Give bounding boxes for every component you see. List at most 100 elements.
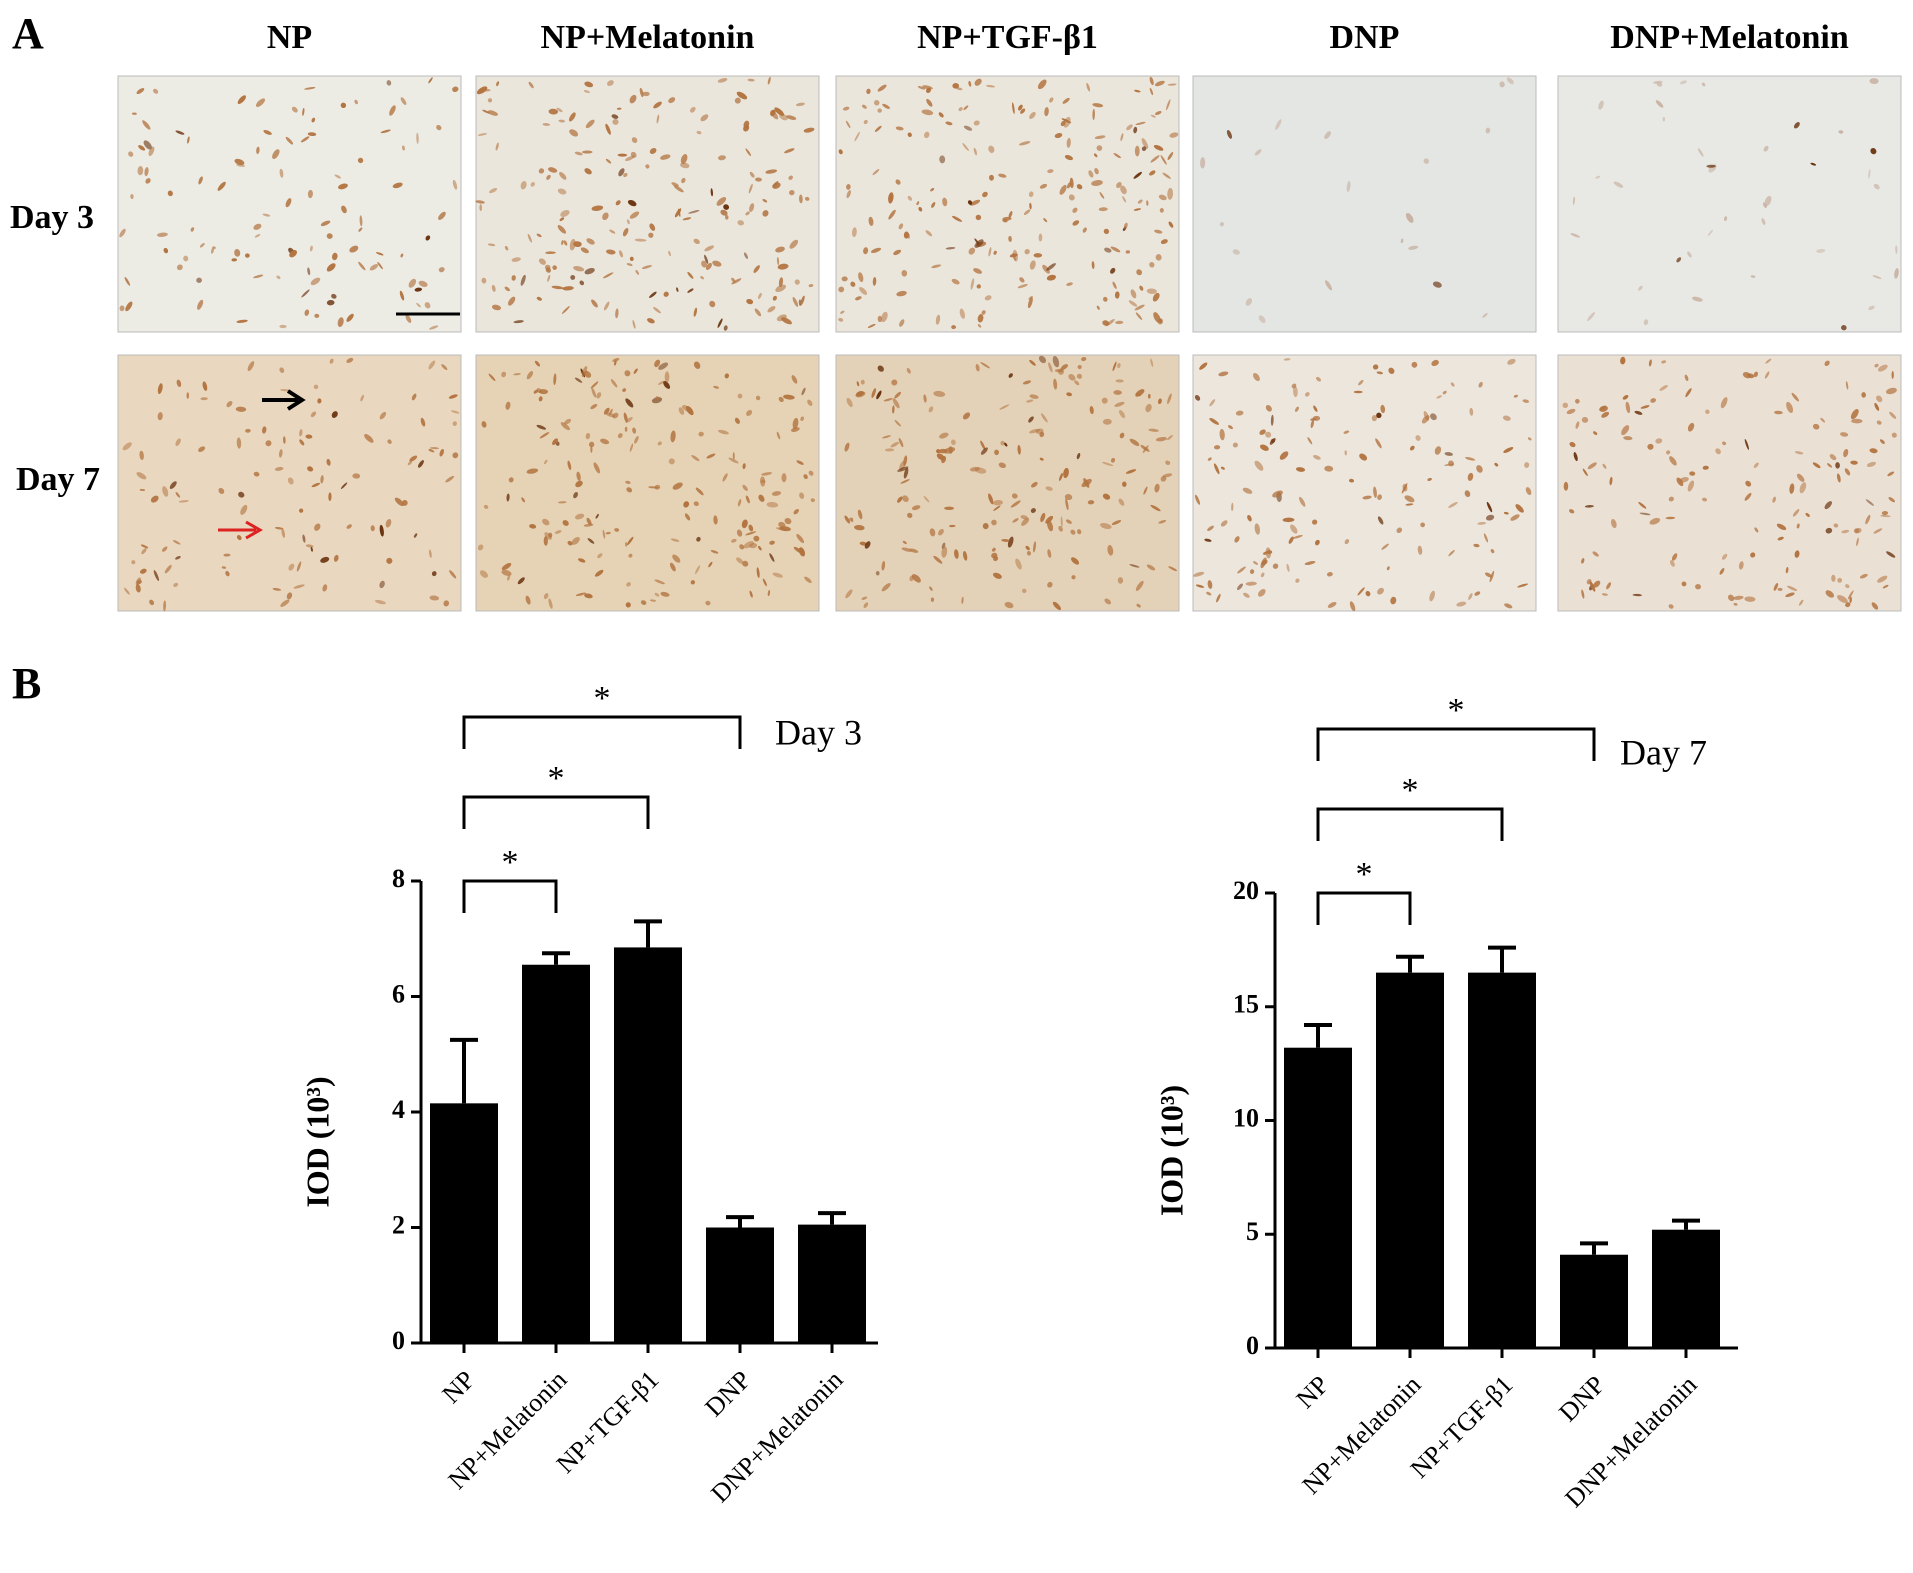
cell bbox=[1745, 480, 1752, 487]
cell bbox=[1294, 406, 1300, 412]
cell bbox=[478, 88, 491, 92]
cell bbox=[673, 185, 684, 193]
cell bbox=[881, 311, 888, 323]
cell bbox=[1099, 522, 1112, 529]
cell bbox=[626, 263, 633, 266]
y-tick-label: 5 bbox=[1246, 1217, 1259, 1246]
cell bbox=[586, 517, 592, 526]
cell bbox=[977, 314, 984, 323]
micrograph-bg bbox=[835, 75, 1180, 333]
cell bbox=[1167, 83, 1177, 86]
cell bbox=[749, 203, 755, 213]
cell bbox=[868, 216, 874, 226]
cell bbox=[545, 251, 556, 255]
cell bbox=[743, 540, 755, 549]
cell bbox=[757, 292, 762, 300]
cell bbox=[1064, 494, 1073, 501]
cell bbox=[1101, 461, 1114, 467]
cell bbox=[1146, 200, 1149, 206]
cell bbox=[1141, 138, 1149, 149]
cell bbox=[584, 593, 593, 599]
cell bbox=[1722, 441, 1727, 446]
cell bbox=[1787, 585, 1798, 591]
cell bbox=[907, 132, 912, 138]
cell bbox=[309, 245, 313, 252]
y-axis-label: IOD (10³) bbox=[1153, 1085, 1189, 1216]
cell bbox=[641, 265, 653, 269]
cell bbox=[1599, 405, 1608, 412]
cell bbox=[538, 258, 546, 265]
cell bbox=[1701, 82, 1706, 87]
cell bbox=[1473, 543, 1480, 548]
cell bbox=[554, 530, 562, 534]
cell bbox=[489, 187, 498, 194]
cell bbox=[436, 125, 442, 131]
cell bbox=[559, 217, 565, 222]
cell bbox=[1257, 589, 1266, 597]
cell bbox=[1865, 499, 1874, 506]
cell bbox=[654, 592, 660, 597]
cell bbox=[1054, 133, 1063, 139]
column-header: NP+Melatonin bbox=[541, 19, 755, 56]
cell bbox=[1850, 409, 1859, 420]
cell bbox=[1028, 416, 1034, 423]
cell bbox=[1474, 591, 1481, 596]
cell bbox=[1442, 390, 1447, 395]
cell bbox=[1066, 137, 1071, 148]
cell bbox=[888, 192, 894, 204]
cell bbox=[988, 145, 995, 153]
cell bbox=[605, 123, 611, 135]
cell bbox=[218, 487, 225, 494]
cell bbox=[573, 265, 585, 272]
cell bbox=[1621, 425, 1630, 436]
cell bbox=[737, 393, 743, 399]
cell bbox=[1031, 481, 1038, 488]
cell bbox=[400, 97, 407, 105]
cell bbox=[1102, 418, 1112, 425]
cell bbox=[683, 501, 690, 508]
cell bbox=[674, 208, 682, 218]
cell bbox=[1513, 394, 1518, 398]
cell bbox=[1076, 373, 1082, 379]
cell bbox=[253, 223, 262, 230]
cell bbox=[322, 584, 328, 592]
cell bbox=[1639, 512, 1651, 516]
cell bbox=[772, 295, 777, 301]
cell bbox=[131, 560, 136, 565]
cell bbox=[1066, 392, 1073, 397]
cell bbox=[546, 174, 551, 180]
cell bbox=[1053, 378, 1058, 390]
cell bbox=[542, 123, 551, 126]
cell bbox=[1017, 444, 1021, 455]
cell bbox=[558, 119, 566, 123]
cell bbox=[1853, 528, 1860, 534]
cell bbox=[624, 155, 635, 162]
cell bbox=[475, 200, 485, 204]
cell bbox=[625, 602, 631, 608]
cell bbox=[655, 396, 660, 401]
cell bbox=[1885, 387, 1897, 395]
cell bbox=[602, 529, 606, 539]
cell bbox=[877, 108, 882, 113]
micrograph bbox=[117, 75, 462, 333]
cell bbox=[881, 560, 886, 571]
cell bbox=[1136, 269, 1143, 276]
cell bbox=[772, 572, 783, 578]
cell bbox=[653, 306, 661, 314]
cell bbox=[517, 577, 525, 585]
cell bbox=[385, 518, 392, 528]
cell bbox=[1372, 364, 1379, 370]
cell bbox=[956, 87, 963, 91]
cell bbox=[771, 491, 782, 496]
cell bbox=[861, 596, 868, 600]
cell bbox=[974, 238, 980, 245]
cell bbox=[1206, 591, 1212, 596]
cell bbox=[1059, 472, 1063, 482]
cell bbox=[1028, 191, 1034, 198]
cell bbox=[974, 467, 987, 474]
significance-label: * bbox=[1356, 856, 1373, 893]
cell bbox=[890, 441, 899, 448]
cell bbox=[933, 555, 943, 564]
cell bbox=[593, 462, 601, 474]
cell bbox=[305, 434, 313, 439]
